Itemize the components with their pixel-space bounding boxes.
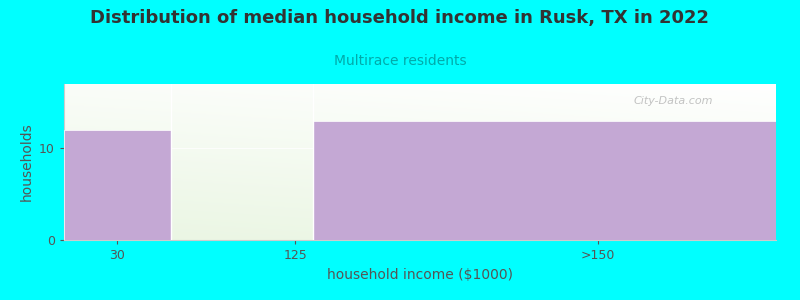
Bar	[64, 130, 171, 240]
Text: Multirace residents: Multirace residents	[334, 54, 466, 68]
Text: Distribution of median household income in Rusk, TX in 2022: Distribution of median household income …	[90, 9, 710, 27]
X-axis label: household income ($1000): household income ($1000)	[327, 268, 513, 282]
Text: City-Data.com: City-Data.com	[634, 97, 713, 106]
Y-axis label: households: households	[19, 123, 34, 201]
Bar	[314, 121, 776, 240]
